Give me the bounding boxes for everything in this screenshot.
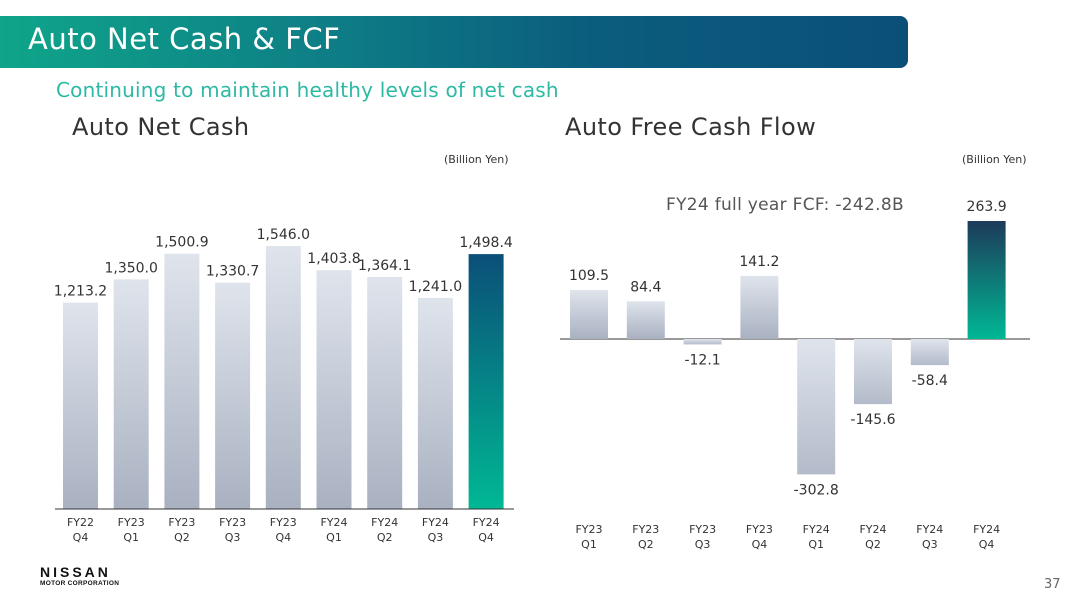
net-cash-x-tick-label: Q1 xyxy=(123,531,139,544)
net-cash-value-label: 1,500.9 xyxy=(155,235,208,251)
net-cash-x-tick-label: Q3 xyxy=(428,531,444,544)
net-cash-bar xyxy=(367,276,403,509)
fcf-x-tick-label: Q3 xyxy=(695,538,711,551)
fcf-x-tick-label: Q4 xyxy=(752,538,768,551)
net-cash-x-tick-label: FY23 xyxy=(219,516,246,529)
fcf-bar xyxy=(626,301,665,339)
net-cash-x-tick-label: Q4 xyxy=(73,531,89,544)
fcf-bar xyxy=(854,339,892,405)
net-cash-x-tick-label: Q2 xyxy=(174,531,190,544)
fcf-unit: (Billion Yen) xyxy=(962,153,1027,166)
net-cash-value-label: 1,403.8 xyxy=(307,251,360,267)
net-cash-x-tick-label: Q4 xyxy=(275,531,291,544)
net-cash-x-tick-label: FY24 xyxy=(320,516,347,529)
fcf-value-label: -302.8 xyxy=(794,482,839,498)
page-title: Auto Net Cash & FCF xyxy=(28,22,341,56)
net-cash-value-label: 1,364.1 xyxy=(358,258,411,274)
fcf-bar xyxy=(797,339,836,475)
net-cash-value-label: 1,350.0 xyxy=(104,260,157,276)
fcf-value-label: -12.1 xyxy=(684,352,720,368)
page-subtitle: Continuing to maintain healthy levels of… xyxy=(56,78,559,102)
fcf-value-label: 109.5 xyxy=(569,268,609,284)
fcf-x-tick-label: FY24 xyxy=(973,523,1000,536)
net-cash-x-tick-label: FY24 xyxy=(473,516,500,529)
net-cash-value-label: 1,546.0 xyxy=(257,227,310,243)
net-cash-unit: (Billion Yen) xyxy=(444,153,509,166)
net-cash-x-tick-label: FY23 xyxy=(118,516,145,529)
net-cash-x-tick-label: FY24 xyxy=(422,516,449,529)
fcf-bar xyxy=(967,221,1006,339)
net-cash-x-tick-label: Q2 xyxy=(377,531,393,544)
net-cash-value-label: 1,498.4 xyxy=(459,235,513,251)
nissan-logo-sub: MOTOR CORPORATION xyxy=(40,580,120,587)
fcf-x-tick-label: Q2 xyxy=(865,538,881,551)
net-cash-value-label: 1,213.2 xyxy=(54,284,107,300)
fcf-bar xyxy=(570,290,608,339)
net-cash-bar xyxy=(265,246,301,509)
fcf-x-tick-label: Q4 xyxy=(979,538,995,551)
fcf-value-label: 263.9 xyxy=(967,199,1007,215)
fcf-x-tick-label: FY24 xyxy=(916,523,943,536)
net-cash-chart-title: Auto Net Cash xyxy=(72,113,250,141)
net-cash-x-tick-label: Q3 xyxy=(225,531,241,544)
fcf-x-tick-label: FY23 xyxy=(575,523,602,536)
fcf-value-label: 84.4 xyxy=(630,279,661,295)
fcf-x-tick-label: Q1 xyxy=(808,538,824,551)
fcf-value-label: -145.6 xyxy=(850,412,895,428)
net-cash-bar xyxy=(468,254,504,509)
fcf-x-tick-label: Q1 xyxy=(581,538,597,551)
title-banner xyxy=(0,16,908,68)
fcf-x-tick-label: FY24 xyxy=(803,523,830,536)
net-cash-value-label: 1,241.0 xyxy=(409,279,462,295)
net-cash-value-label: 1,330.7 xyxy=(206,264,259,280)
fcf-value-label: 141.2 xyxy=(739,254,779,270)
net-cash-x-tick-label: FY24 xyxy=(371,516,398,529)
net-cash-bar xyxy=(113,279,149,509)
net-cash-bar xyxy=(417,297,453,509)
net-cash-x-tick-label: Q1 xyxy=(326,531,342,544)
fcf-x-tick-label: FY23 xyxy=(689,523,716,536)
fcf-x-tick-label: FY23 xyxy=(632,523,659,536)
page-number: 37 xyxy=(1044,577,1061,592)
fcf-bar xyxy=(683,339,722,345)
net-cash-x-tick-label: FY23 xyxy=(270,516,297,529)
fcf-x-tick-label: FY24 xyxy=(859,523,886,536)
fcf-x-tick-label: FY23 xyxy=(746,523,773,536)
fcf-x-tick-label: Q2 xyxy=(638,538,654,551)
fcf-x-tick-label: Q3 xyxy=(922,538,938,551)
net-cash-bar xyxy=(63,302,98,509)
net-cash-x-tick-label: Q4 xyxy=(478,531,494,544)
fcf-chart-title: Auto Free Cash Flow xyxy=(565,113,817,141)
net-cash-x-tick-label: FY22 xyxy=(67,516,94,529)
net-cash-bar xyxy=(164,253,200,509)
net-cash-bar xyxy=(316,270,352,509)
nissan-logo: NISSAN xyxy=(40,564,111,580)
fcf-bar xyxy=(740,275,779,339)
fcf-bar xyxy=(910,339,949,366)
fcf-annotation: FY24 full year FCF: -242.8B xyxy=(666,195,904,215)
net-cash-bar xyxy=(215,282,251,509)
fcf-value-label: -58.4 xyxy=(912,373,948,389)
net-cash-x-tick-label: FY23 xyxy=(168,516,195,529)
